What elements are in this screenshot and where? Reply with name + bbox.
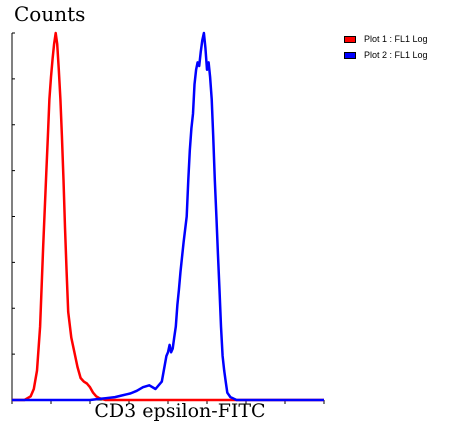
legend: Plot 1 : FL1 Log Plot 2 : FL1 Log bbox=[344, 31, 428, 63]
legend-item-plot-2: Plot 2 : FL1 Log bbox=[344, 47, 428, 63]
legend-swatch-plot-1 bbox=[344, 35, 356, 43]
legend-swatch-plot-2 bbox=[344, 51, 356, 59]
series-line-plot-1 bbox=[12, 31, 324, 402]
x-axis-label: CD3 epsilon-FITC bbox=[94, 400, 266, 422]
legend-item-plot-1: Plot 1 : FL1 Log bbox=[344, 31, 428, 47]
legend-label-plot-1: Plot 1 : FL1 Log bbox=[364, 34, 428, 44]
y-axis-label: Counts bbox=[14, 2, 86, 26]
legend-label-plot-2: Plot 2 : FL1 Log bbox=[364, 50, 428, 60]
series-line-plot-2 bbox=[12, 31, 324, 402]
